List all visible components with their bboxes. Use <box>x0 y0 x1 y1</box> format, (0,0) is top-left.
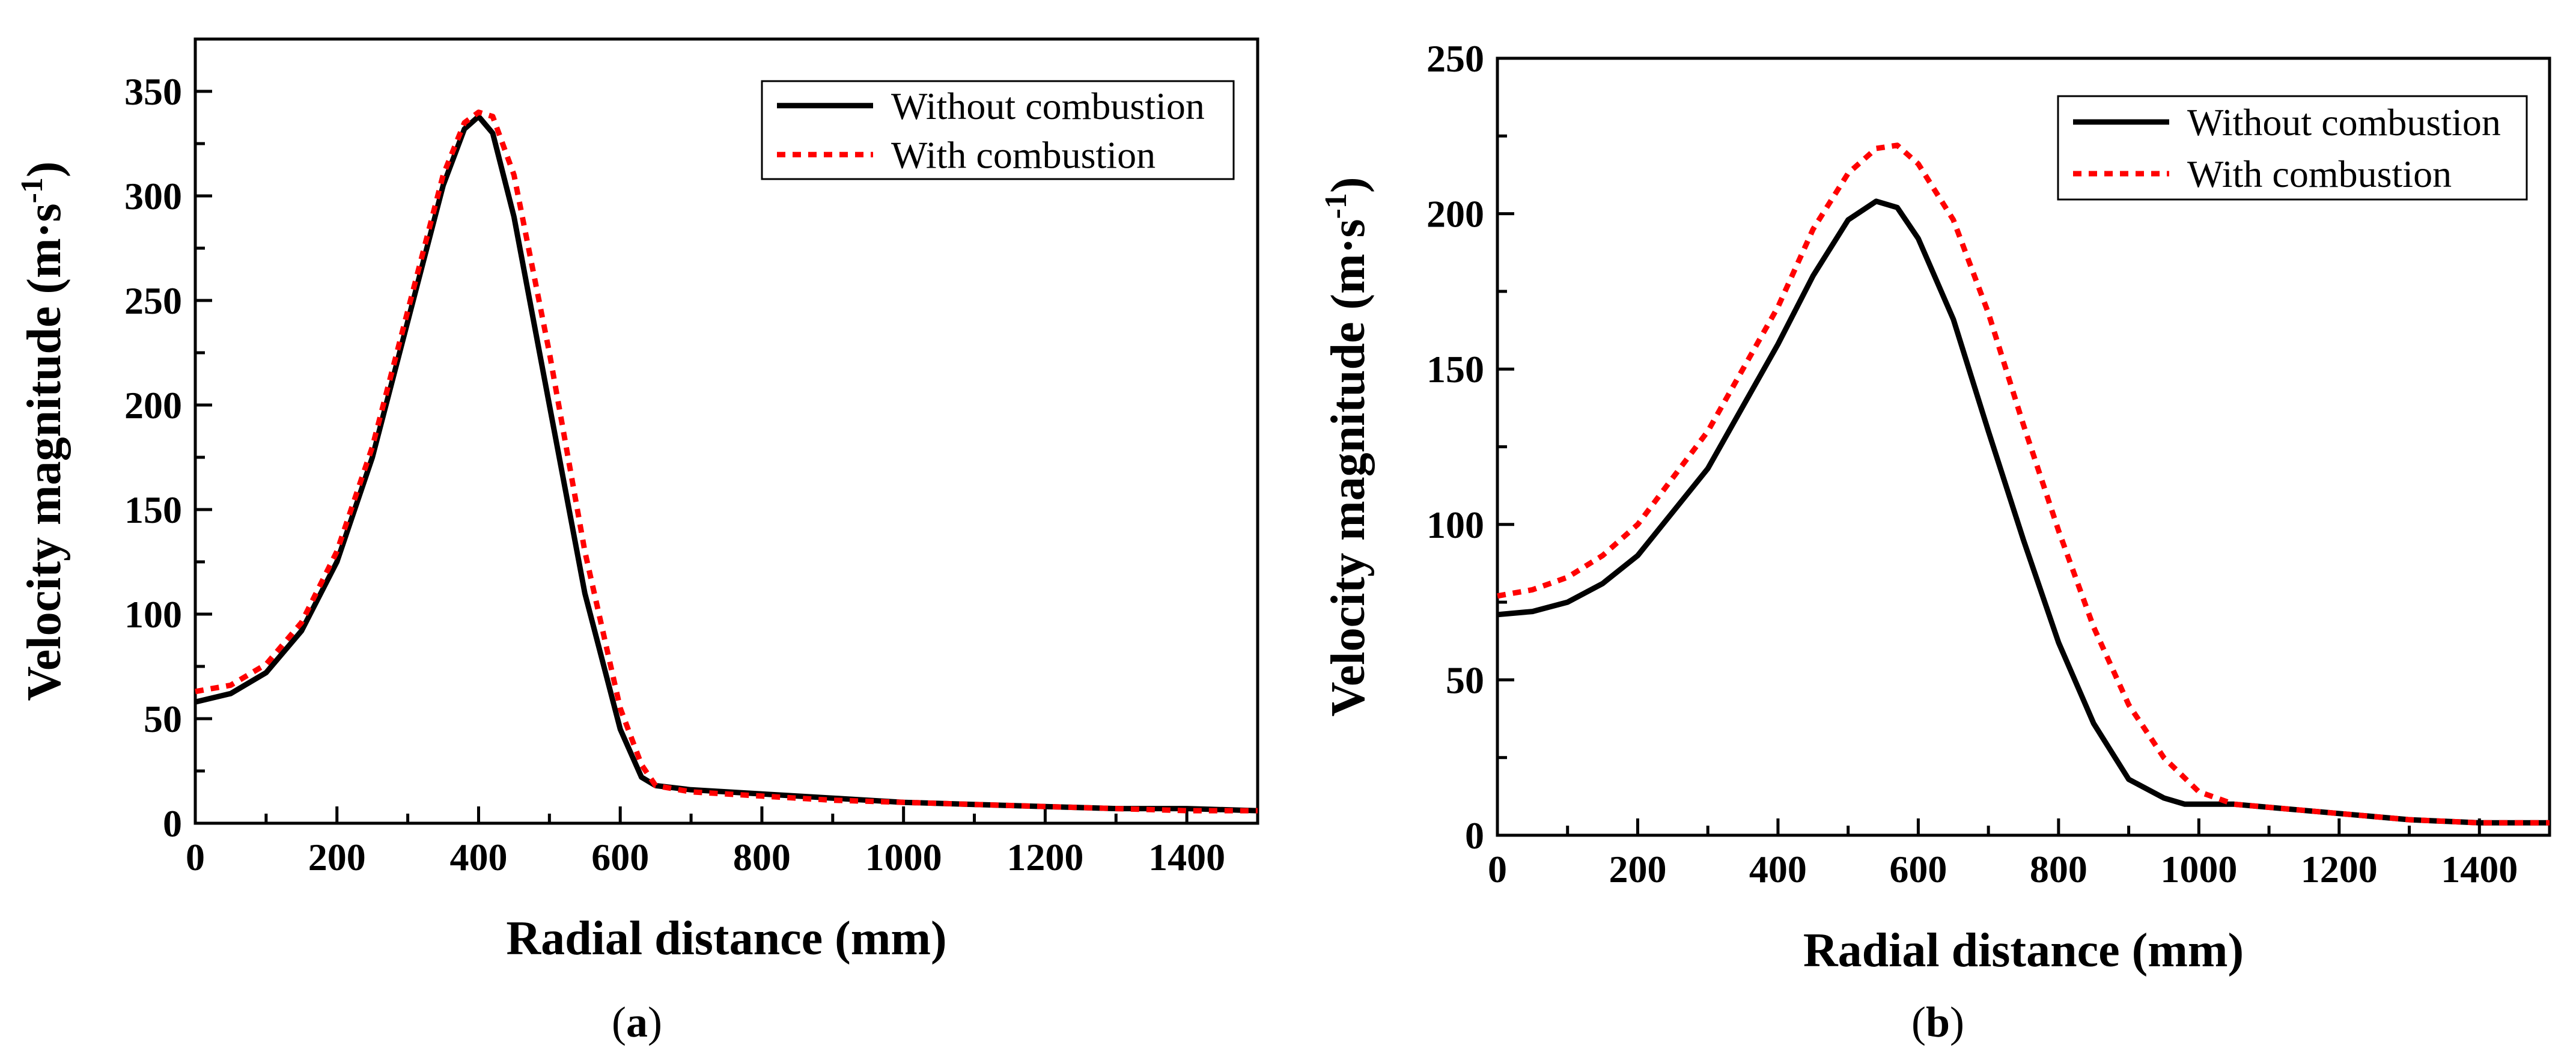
y-axis-title: Velocity magnitude (m·s-1) <box>15 161 71 701</box>
series-line-with-combustion <box>195 109 1258 814</box>
panel-label-open: ( <box>1911 998 1926 1046</box>
x-tick-label: 1200 <box>1006 836 1083 879</box>
x-tick-label: 0 <box>1488 848 1507 891</box>
x-tick-label: 400 <box>449 836 507 879</box>
y-tick-label: 150 <box>1427 348 1484 391</box>
panel-label-letter: a <box>626 998 648 1046</box>
x-tick-label: 1000 <box>2160 848 2237 891</box>
y-tick-label: 0 <box>1465 814 1484 857</box>
x-tick-label: 200 <box>1609 848 1666 891</box>
plot-frame <box>193 37 1259 825</box>
chart-panel-b: 0 200 400 600 800 1000 1200 1400 0 50 100 150 200 250… <box>1319 37 2551 1046</box>
x-tick-label: 200 <box>308 836 366 879</box>
panel-label: (b) <box>1911 998 1964 1046</box>
y-tick-label: 300 <box>124 175 182 218</box>
legend-label-without-combustion: Without combustion <box>891 85 1205 127</box>
y-tick-label: 50 <box>1446 659 1484 701</box>
chart-panel-a: 0 200 400 600 800 1000 1200 1400 0 50 100 150 200 250… <box>15 37 1259 1046</box>
y-axis-title-superscript: -1 <box>1319 193 1353 219</box>
x-tick-label: 1400 <box>1148 836 1225 879</box>
panel-label: (a) <box>612 998 662 1046</box>
y-tick-label: 250 <box>1427 37 1484 80</box>
x-axis-title: Radial distance (mm) <box>506 912 946 965</box>
y-axis-title-close: ) <box>18 161 71 177</box>
y-axis-title-main: Velocity magnitude (m·s <box>1322 219 1375 716</box>
legend-label-with-combustion: With combustion <box>891 133 1156 176</box>
x-tick-label: 600 <box>591 836 649 879</box>
series-line-with-combustion <box>1497 142 2550 826</box>
x-tick-label: 0 <box>186 836 205 879</box>
y-tick-label: 50 <box>144 698 182 740</box>
y-tick-label: 0 <box>163 802 182 845</box>
legend-box <box>761 80 1235 180</box>
y-tick-label: 250 <box>124 279 182 322</box>
y-tick-label: 350 <box>124 70 182 113</box>
panel-label-close: ) <box>648 998 662 1046</box>
y-axis-title-close: ) <box>1322 177 1375 193</box>
legend-box <box>2057 95 2528 201</box>
x-tick-label: 800 <box>733 836 791 879</box>
y-tick-label: 100 <box>1427 504 1484 546</box>
y-axis-title: Velocity magnitude (m·s-1) <box>1319 177 1375 716</box>
y-tick-label: 150 <box>124 489 182 531</box>
x-tick-label: 1400 <box>2441 848 2518 891</box>
y-axis-title-main: Velocity magnitude (m·s <box>18 203 71 701</box>
x-axis-title: Radial distance (mm) <box>1803 924 2244 977</box>
y-axis-title-superscript: -1 <box>15 177 49 203</box>
legend-label-with-combustion: With combustion <box>2187 153 2452 195</box>
x-tick-label: 1200 <box>2301 848 2378 891</box>
y-tick-label: 100 <box>124 593 182 636</box>
x-tick-label: 600 <box>1889 848 1947 891</box>
panel-label-letter: b <box>1926 998 1950 1046</box>
legend-label-without-combustion: Without combustion <box>2187 101 2501 144</box>
series-line-without-combustion <box>1497 198 2550 826</box>
x-tick-label: 400 <box>1749 848 1807 891</box>
series-line-without-combustion <box>194 114 1258 814</box>
x-tick-label: 1000 <box>865 836 942 879</box>
x-tick-label: 800 <box>2030 848 2087 891</box>
panel-label-close: ) <box>1950 998 1964 1046</box>
y-tick-label: 200 <box>124 384 182 427</box>
panel-label-open: ( <box>612 998 626 1046</box>
y-tick-label: 200 <box>1427 193 1484 236</box>
